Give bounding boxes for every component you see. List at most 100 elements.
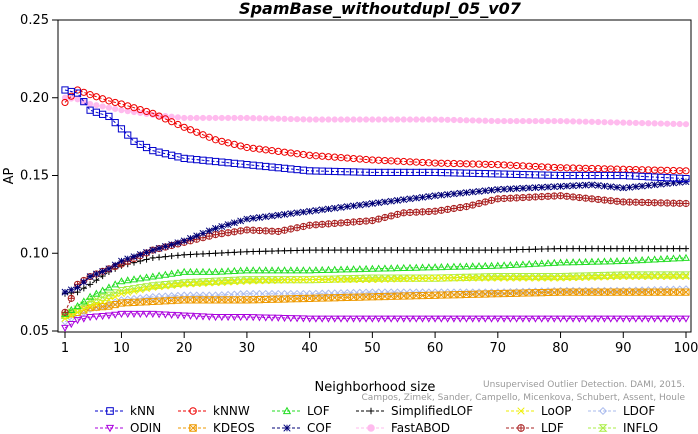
data-point <box>218 230 226 238</box>
data-point <box>493 315 502 323</box>
data-point <box>381 288 389 296</box>
data-point <box>281 210 288 218</box>
legend-label: COF <box>307 421 332 434</box>
data-point <box>199 313 207 321</box>
data-point <box>588 273 596 281</box>
data-point <box>161 282 169 290</box>
data-point <box>394 275 401 283</box>
data-point <box>149 284 157 291</box>
x-tick-label: 70 <box>490 341 507 356</box>
data-point <box>287 289 295 298</box>
data-point <box>130 104 138 112</box>
data-point <box>475 117 483 124</box>
data-point <box>519 117 527 125</box>
data-point <box>167 269 176 277</box>
data-point <box>488 117 495 125</box>
data-point <box>224 229 232 237</box>
data-point <box>506 194 514 202</box>
data-point <box>581 315 590 323</box>
data-point <box>481 198 489 206</box>
data-point <box>86 281 94 288</box>
data-point <box>224 314 233 322</box>
data-point <box>142 293 151 302</box>
data-point <box>512 260 521 268</box>
data-point <box>111 119 119 127</box>
data-point <box>256 115 263 122</box>
data-point <box>412 315 421 323</box>
data-point <box>413 247 420 254</box>
data-point <box>268 247 276 255</box>
data-point <box>330 315 339 323</box>
data-point <box>237 248 244 256</box>
data-point <box>300 247 307 254</box>
data-point <box>299 266 308 274</box>
data-point <box>551 117 558 125</box>
data-point <box>399 315 408 323</box>
data-point <box>563 192 571 200</box>
data-point <box>587 315 596 323</box>
data-point <box>368 288 377 296</box>
data-point <box>206 250 213 257</box>
legend-label: LDF <box>541 421 564 434</box>
data-point <box>381 275 389 283</box>
data-point <box>393 315 402 323</box>
data-point <box>437 206 445 214</box>
data-point <box>375 199 383 207</box>
data-point <box>513 185 521 193</box>
data-point <box>343 265 352 273</box>
data-point <box>149 109 157 117</box>
data-point <box>682 175 690 183</box>
data-point <box>506 185 514 193</box>
data-point <box>331 204 339 212</box>
data-point <box>148 310 157 319</box>
data-point <box>324 265 333 273</box>
data-point <box>249 226 257 234</box>
data-point <box>538 193 546 201</box>
data-point <box>123 310 132 319</box>
legend-item-loop: LoOP <box>506 404 572 418</box>
legend-item-knnw: kNNW <box>178 404 250 418</box>
data-point <box>657 273 665 281</box>
data-point <box>619 256 628 265</box>
data-point <box>387 315 396 323</box>
data-point <box>463 189 470 197</box>
data-point <box>556 315 565 323</box>
data-point <box>437 262 446 271</box>
data-point <box>437 191 445 199</box>
data-point <box>606 257 615 265</box>
data-point <box>293 224 301 232</box>
data-point <box>381 292 389 301</box>
data-point <box>682 199 690 208</box>
data-point <box>518 260 527 268</box>
data-point <box>369 247 376 254</box>
data-point <box>517 407 525 415</box>
data-point <box>569 118 577 125</box>
data-point <box>431 291 439 299</box>
data-point <box>632 273 640 281</box>
data-point <box>262 227 270 235</box>
data-point <box>155 283 163 291</box>
data-point <box>205 313 214 321</box>
data-point <box>249 277 257 285</box>
data-point <box>525 274 533 282</box>
data-point <box>625 288 634 296</box>
data-point <box>142 107 151 116</box>
data-point <box>337 116 345 123</box>
data-point <box>462 273 471 281</box>
data-point <box>299 315 308 323</box>
data-point <box>192 267 201 275</box>
data-point <box>632 183 640 191</box>
data-point <box>86 314 95 322</box>
data-point <box>130 275 138 283</box>
series-odin <box>61 310 690 333</box>
data-point <box>506 260 515 269</box>
data-point <box>217 267 226 275</box>
data-point <box>512 315 521 323</box>
data-point <box>149 254 156 262</box>
data-point <box>143 256 150 263</box>
data-point <box>318 220 326 228</box>
data-point <box>180 267 189 275</box>
data-point <box>374 288 383 296</box>
data-point <box>187 114 194 122</box>
data-point <box>362 315 371 323</box>
